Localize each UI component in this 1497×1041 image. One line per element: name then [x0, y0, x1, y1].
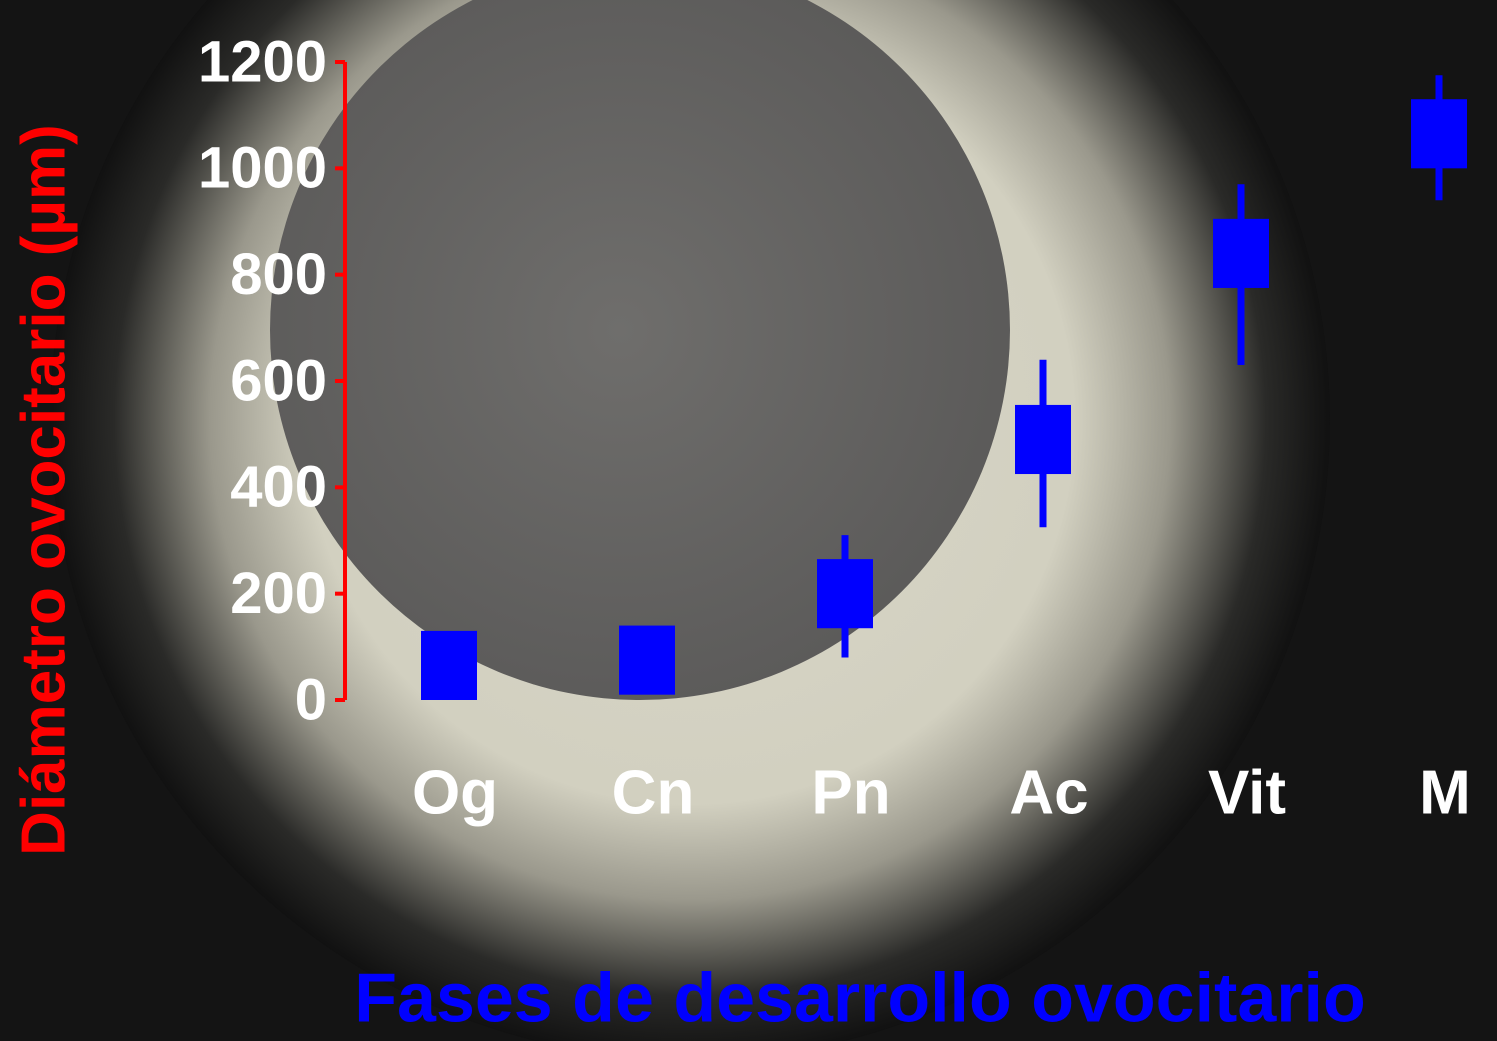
x-tick-label: Ac — [1009, 758, 1088, 827]
box — [1015, 404, 1071, 475]
y-tick-label: 600 — [230, 348, 327, 413]
x-tick-label: Pn — [811, 758, 890, 827]
oocyte-image — [270, 0, 1010, 700]
x-tick-label: Og — [412, 758, 498, 827]
x-tick-label: Cn — [612, 758, 695, 827]
y-tick-label: 1000 — [198, 136, 327, 201]
x-tick-label: Vit — [1208, 758, 1286, 827]
box — [1411, 99, 1467, 169]
box — [421, 630, 477, 700]
y-axis-title: Diámetro ovocitario (µm) — [9, 124, 78, 856]
y-tick-label: 1200 — [198, 29, 327, 94]
y-tick-label: 800 — [230, 242, 327, 307]
y-tick-label: 400 — [230, 455, 327, 520]
x-tick-label: M — [1419, 758, 1471, 827]
x-axis-title: Fases de desarrollo ovocitario — [354, 958, 1365, 1036]
box — [1213, 218, 1269, 288]
y-tick-label: 200 — [230, 561, 327, 626]
y-tick-label: 0 — [295, 667, 327, 732]
box — [817, 559, 873, 629]
box — [619, 625, 675, 695]
